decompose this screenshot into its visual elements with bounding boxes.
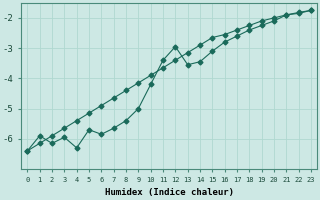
X-axis label: Humidex (Indice chaleur): Humidex (Indice chaleur) (105, 188, 234, 197)
